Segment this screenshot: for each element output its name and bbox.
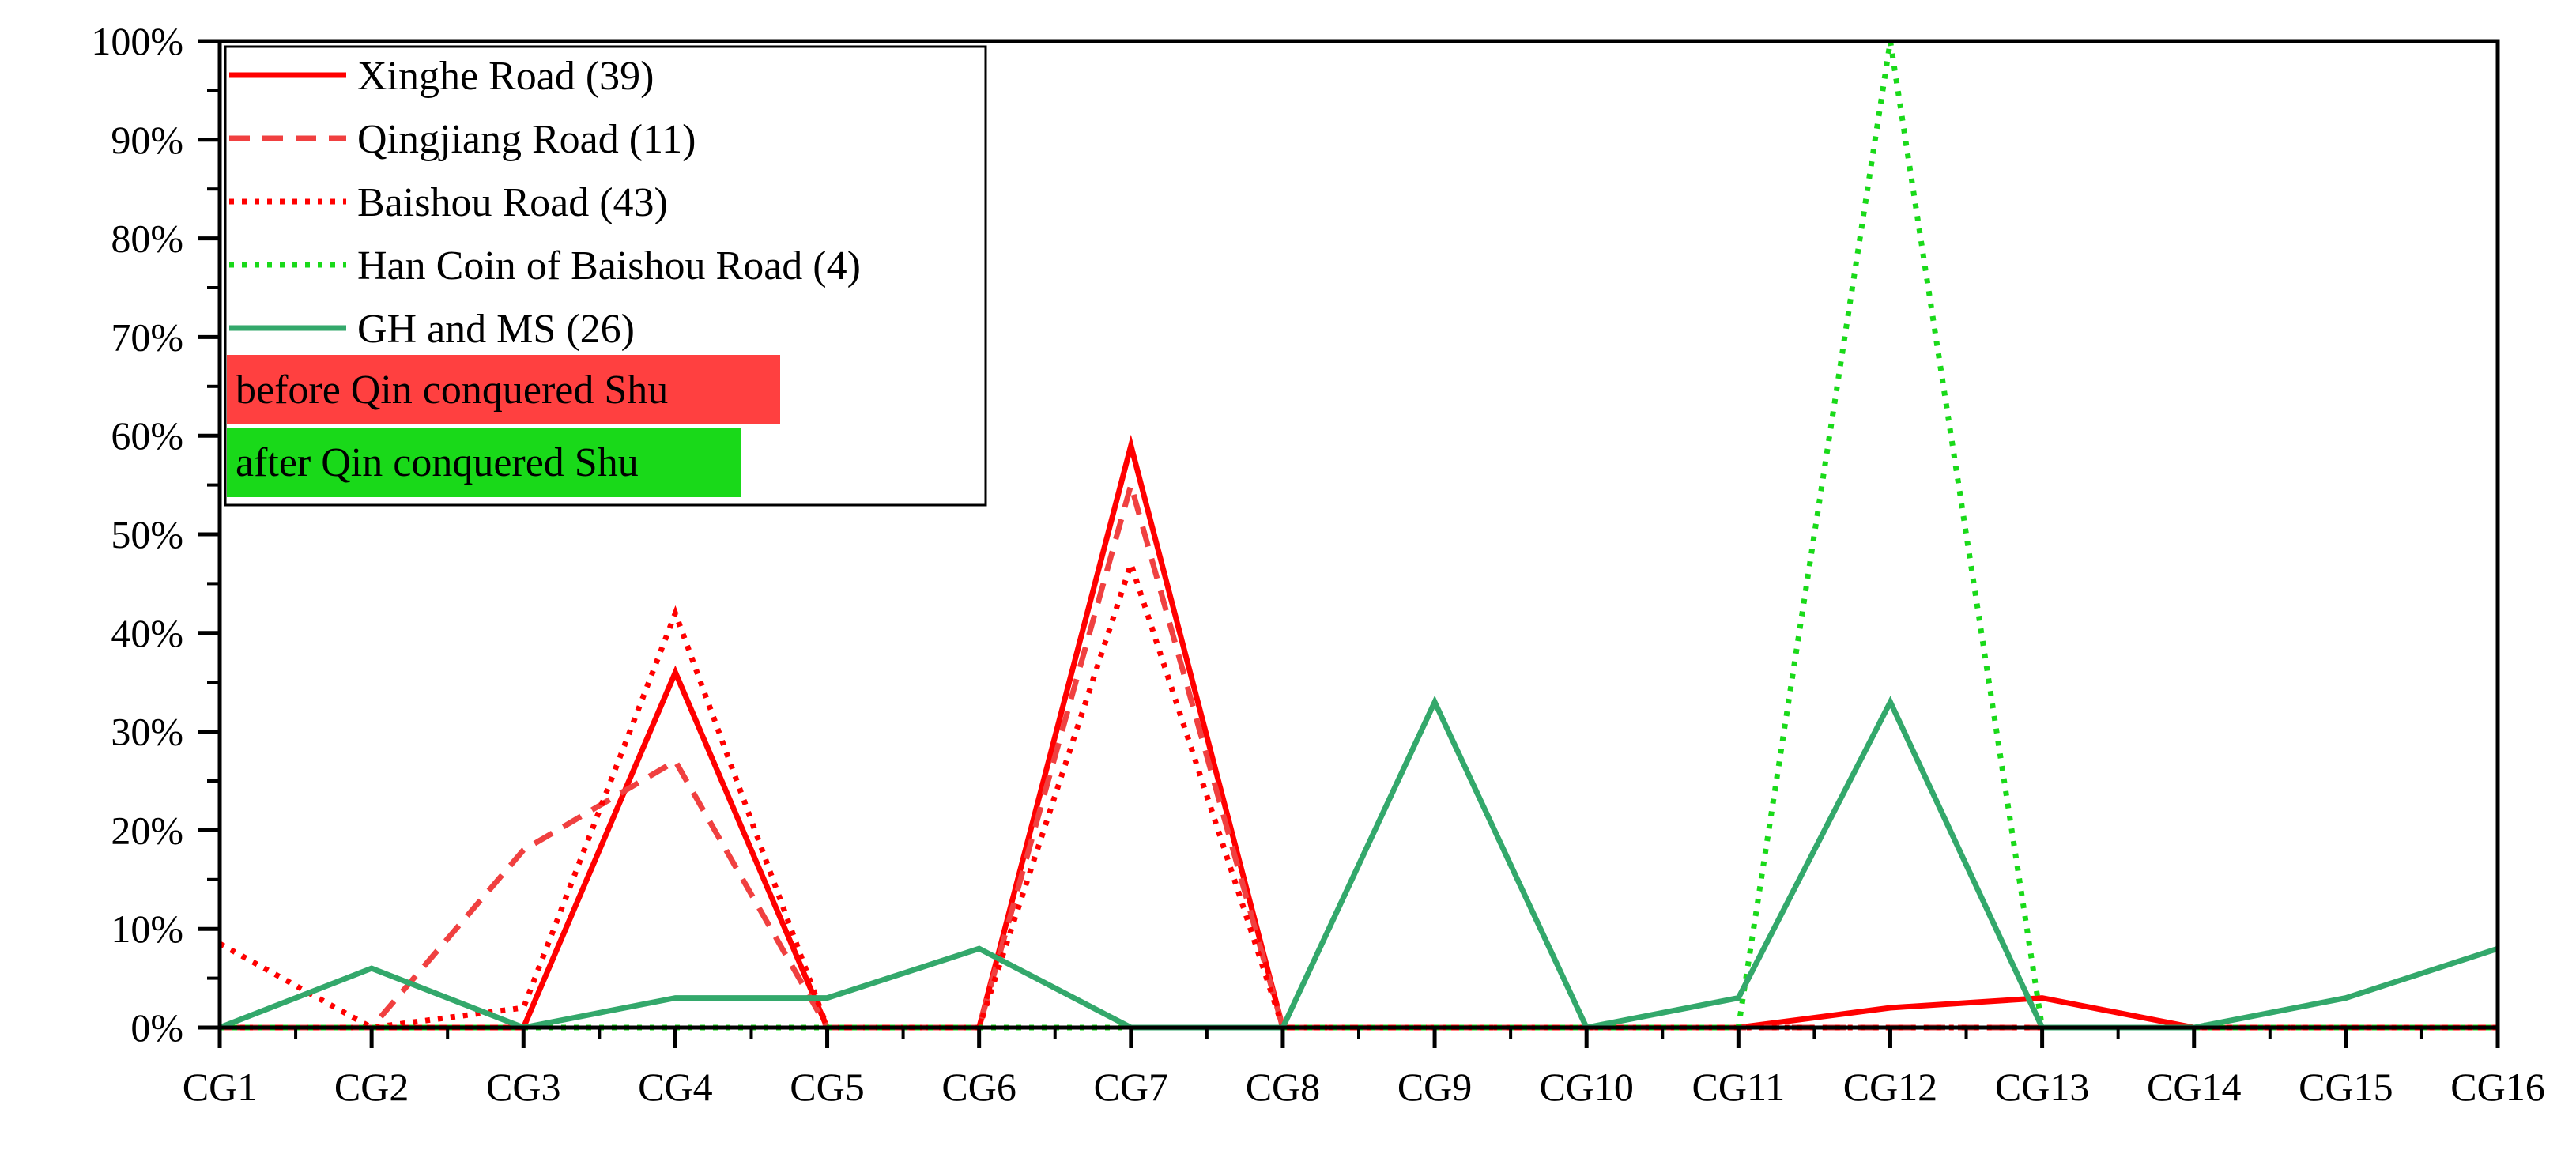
axes-layer: 0% 10% 20% 30% 40% 50% 60% 70% 80% 90% 100% CG1 CG2 C… [91, 19, 2544, 1109]
x-tick-label: CG14 [2147, 1065, 2241, 1109]
period-label-2: after Qin conquered Shu [236, 440, 639, 485]
x-tick-label: CG1 [183, 1065, 257, 1109]
period-label-1: before Qin conquered Shu [236, 368, 668, 413]
y-tick-label: 10% [111, 907, 183, 951]
y-tick-label: 30% [111, 710, 183, 754]
series-line-3 [218, 555, 2498, 1031]
x-tick-label: CG6 [941, 1065, 1016, 1109]
x-tick-label: CG10 [1539, 1065, 1633, 1109]
y-tick-label: 90% [111, 118, 183, 162]
series-line-5 [218, 695, 2499, 1031]
period-badge-1 [227, 355, 780, 424]
legend-label-1: Xinghe Road (39) [357, 54, 654, 99]
x-tick-label: CG15 [2299, 1065, 2393, 1109]
x-tick-label: CG2 [334, 1065, 409, 1109]
y-tick-label: 80% [111, 217, 183, 261]
y-tick-label: 70% [111, 315, 183, 359]
x-tick-label: CG9 [1397, 1065, 1472, 1109]
y-tick-label: 60% [111, 413, 183, 458]
x-tick-label: CG12 [1843, 1065, 1937, 1109]
x-tick-label: CG13 [1995, 1065, 2089, 1109]
x-tick-label: CG8 [1246, 1065, 1320, 1109]
x-tick-label: CG4 [638, 1065, 712, 1109]
legend-label-3: Baishou Road (43) [357, 180, 668, 225]
x-tick-label: CG3 [486, 1065, 560, 1109]
y-tick-label: 50% [111, 512, 183, 556]
period-badge-2 [227, 428, 741, 497]
series-line-2 [220, 474, 2498, 1031]
x-tick-label: CG16 [2450, 1065, 2544, 1109]
x-tick-label: CG7 [1094, 1065, 1168, 1109]
series-line-1 [220, 434, 2498, 1031]
x-tick-label: CG11 [1692, 1065, 1786, 1109]
y-tick-label: 20% [111, 808, 183, 852]
x-tick-label: CG5 [790, 1065, 864, 1109]
legend-label-5: GH and MS (26) [357, 307, 635, 352]
y-tick-label: 0% [130, 1005, 183, 1050]
legend-label-4: Han Coin of Baishou Road (4) [357, 243, 861, 288]
legend: Xinghe Road (39) Qingjiang Road (11) Baish… [224, 45, 987, 507]
y-tick-label: 40% [111, 611, 183, 655]
legend-label-2: Qingjiang Road (11) [357, 117, 696, 162]
y-tick-label: 100% [91, 19, 183, 63]
